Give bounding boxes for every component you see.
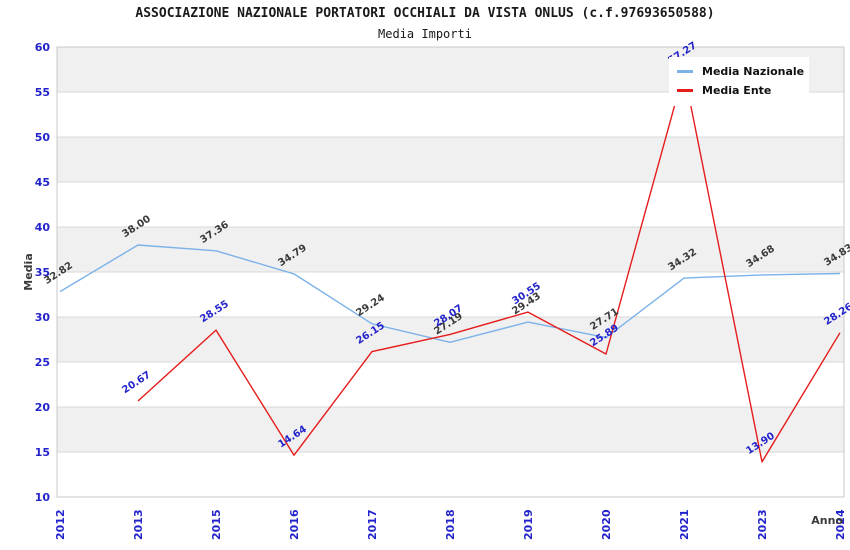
x-tick-label: 2018 (444, 509, 457, 540)
y-tick-label: 60 (35, 41, 51, 54)
legend-swatch-nazionale-icon (677, 70, 693, 73)
grid-band (57, 227, 844, 272)
grid-band (57, 452, 844, 497)
x-tick-label: 2024 (834, 509, 847, 540)
legend-swatch-ente-icon (677, 89, 693, 92)
y-tick-label: 15 (35, 446, 50, 459)
x-tick-label: 2017 (366, 509, 379, 540)
series-line-media-ente (137, 70, 841, 463)
x-tick-label: 2012 (54, 509, 67, 540)
x-axis-title: Anno (811, 514, 843, 527)
legend-label-media-nazionale: Media Nazionale (702, 65, 805, 78)
x-tick-label: 2021 (678, 509, 691, 540)
y-tick-label: 30 (35, 311, 51, 324)
y-tick-label: 55 (35, 86, 50, 99)
y-tick-label: 40 (35, 221, 51, 234)
y-axis-title: Media (22, 253, 35, 290)
chart-subtitle: Media Importi (378, 27, 472, 41)
x-tick-label: 2016 (288, 509, 301, 540)
legend-item-media-nazionale: Media Nazionale (677, 62, 805, 81)
legend-item-media-ente: Media Ente (677, 81, 801, 100)
y-tick-label: 45 (35, 176, 50, 189)
grid-band (57, 362, 844, 407)
x-tick-label: 2013 (132, 509, 145, 540)
x-tick-label: 2023 (756, 509, 769, 540)
y-tick-label: 10 (35, 491, 51, 504)
legend-label-media-ente: Media Ente (702, 84, 772, 97)
y-tick-label: 25 (35, 356, 50, 369)
grid-band (57, 182, 844, 227)
y-tick-label: 20 (35, 401, 51, 414)
series-line-media-nazionale (59, 244, 841, 343)
grid-band (57, 407, 844, 452)
chart-legend: Media Nazionale Media Ente (669, 57, 809, 106)
x-tick-label: 2020 (600, 509, 613, 540)
x-tick-label: 2015 (210, 509, 223, 540)
y-tick-label: 35 (35, 266, 50, 279)
x-tick-label: 2019 (522, 509, 535, 540)
grid-band (57, 137, 844, 182)
plot-border (56, 46, 845, 498)
grid-band (57, 272, 844, 317)
y-tick-label: 50 (35, 131, 51, 144)
chart-title: ASSOCIAZIONE NAZIONALE PORTATORI OCCHIAL… (135, 6, 715, 21)
